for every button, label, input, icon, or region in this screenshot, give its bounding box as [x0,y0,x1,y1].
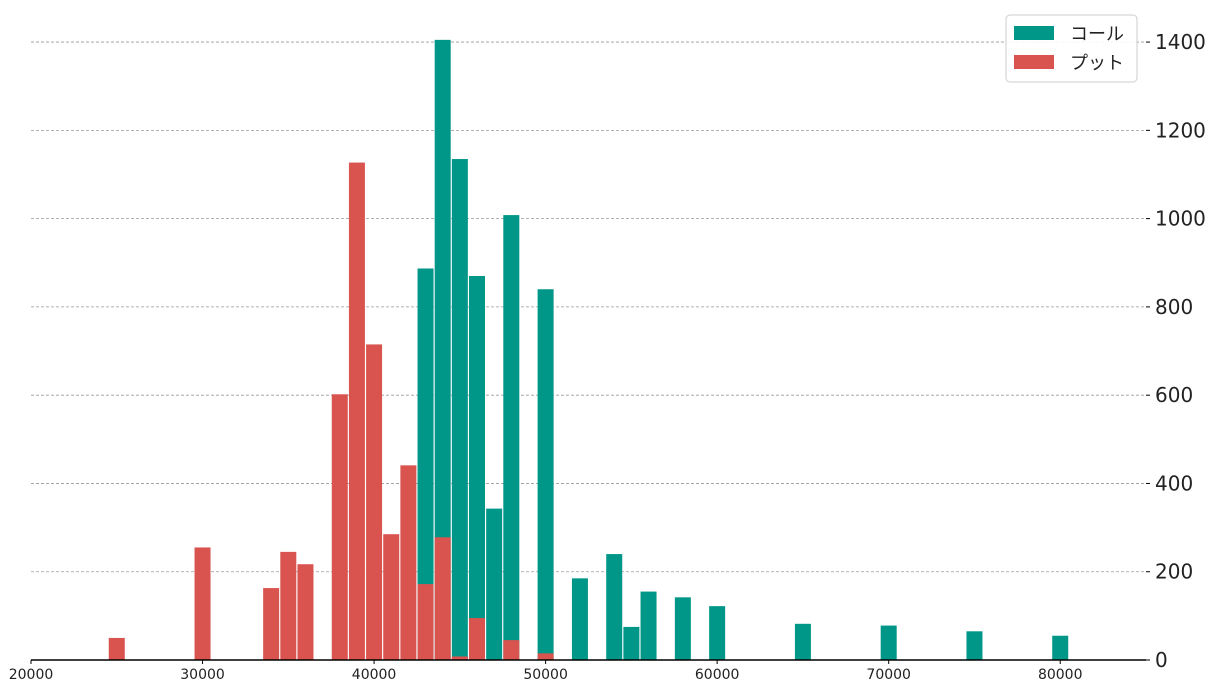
bar [297,564,314,660]
bar [331,394,348,660]
bar [469,618,485,660]
legend-label: プット [1070,53,1124,74]
bar [537,289,554,660]
bar [366,344,383,660]
legend-swatch [1014,55,1054,69]
bar [640,591,657,660]
bar [966,631,983,660]
bar [537,653,554,660]
bar [400,465,417,660]
x-tick-label: 30000 [180,667,225,683]
bar [434,39,451,661]
legend-swatch [1014,26,1054,40]
bar [263,588,280,660]
bar [194,547,211,660]
bar [571,578,588,660]
y-tick-label: 1000 [1155,207,1206,231]
bar [794,623,811,660]
legend-label: コール [1070,24,1124,45]
bar [451,656,468,660]
bar [606,554,623,660]
bar [434,537,451,660]
bar [486,508,503,660]
bar [623,626,640,660]
bar [108,637,125,660]
gridlines [31,41,1146,573]
x-tick-label: 80000 [1038,667,1083,683]
bar [469,276,485,660]
bar [1052,635,1069,660]
bar [709,606,726,660]
y-tick-label: 400 [1155,471,1193,495]
x-tick-label: 40000 [352,667,397,683]
y-tick-label: 1200 [1155,118,1206,142]
bar [417,584,434,660]
bar [417,268,434,660]
bar [674,597,691,660]
x-tick-label: 50000 [523,667,568,683]
bar [503,215,520,660]
axes: 20000 30000 40000 50000 60000 70000 80000 0 200 4… [9,30,1206,683]
bar [451,159,468,660]
y-tick-label: 800 [1155,295,1193,319]
bar [348,162,365,660]
bar [880,625,897,660]
x-tick-label: 60000 [695,667,740,683]
bar [503,640,520,660]
bars [108,39,1069,661]
x-tick-label: 70000 [866,667,911,683]
y-tick-label: 1400 [1155,30,1206,54]
y-tick-label: 0 [1155,648,1168,672]
y-tick-label: 600 [1155,383,1193,407]
y-tick-label: 200 [1155,560,1193,584]
bar [383,534,400,660]
x-tick-label: 20000 [9,667,54,683]
bar [280,551,297,660]
